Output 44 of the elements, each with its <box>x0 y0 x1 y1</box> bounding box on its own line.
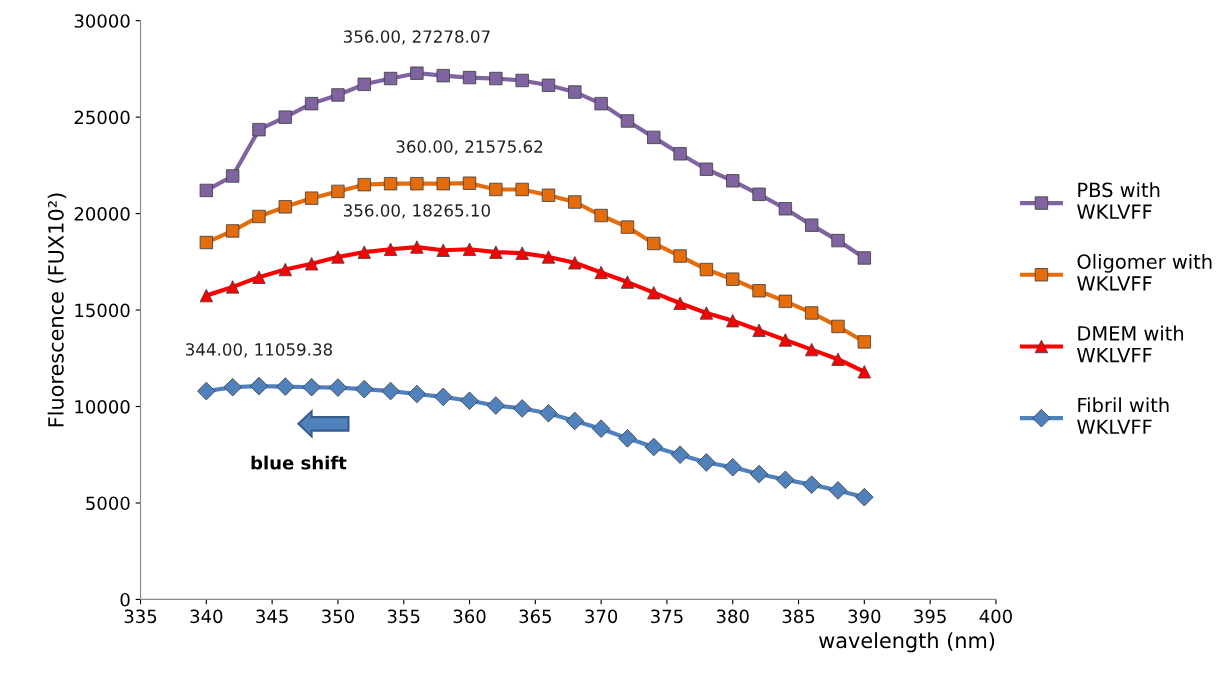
legend-label: Oligomer with WKLVFF <box>1077 253 1212 291</box>
point <box>486 396 506 415</box>
annotation: 360.00, 21575.62 <box>396 140 543 155</box>
point <box>539 404 558 423</box>
x-tick-label: 345 <box>256 609 288 624</box>
y-tick-label: 0 <box>120 592 130 607</box>
point <box>199 235 213 250</box>
x-tick-label: 380 <box>716 609 749 624</box>
y-tick-label: 20000 <box>74 207 130 221</box>
y-tick-label: 10000 <box>75 399 130 414</box>
x-tick-label: 360 <box>453 609 486 624</box>
y-axis-title: Fluorescence (FUX10²) <box>47 193 67 427</box>
x-tick-label: 370 <box>585 609 618 624</box>
x-tick-label: 365 <box>519 609 551 624</box>
x-tick-label: 385 <box>782 609 815 624</box>
point <box>828 481 848 500</box>
annotation: blue shift <box>251 455 347 470</box>
annotation: 356.00, 27278.07 <box>343 30 490 45</box>
x-tick-label: 340 <box>190 609 223 624</box>
legend-label: DMEM with WKLVFF <box>1077 325 1184 363</box>
x-tick-label: 395 <box>914 609 946 624</box>
legend-label: PBS with WKLVFF <box>1077 182 1160 219</box>
y-tick-label: 15000 <box>75 303 130 318</box>
point <box>591 419 611 438</box>
x-tick-label: 375 <box>651 609 683 624</box>
point <box>383 177 398 191</box>
legend-label: Fibril with WKLVFF <box>1077 397 1169 434</box>
x-axis-title: wavelength (nm) <box>819 632 995 653</box>
x-tick-label: 390 <box>848 609 881 624</box>
annotation: 344.00, 11059.38 <box>186 343 333 358</box>
x-tick-label: 350 <box>322 609 354 624</box>
point <box>512 399 532 418</box>
x-tick-label: 400 <box>979 609 1012 624</box>
annotation: 356.00, 18265.10 <box>343 204 490 219</box>
y-tick-label: 30000 <box>74 14 130 28</box>
point <box>328 378 348 397</box>
y-tick-label: 5000 <box>86 496 130 511</box>
y-tick-label: 25000 <box>74 110 130 125</box>
point <box>541 78 556 92</box>
point <box>699 262 714 277</box>
point <box>565 411 585 431</box>
x-tick-label: 355 <box>387 609 420 624</box>
x-tick-label: 335 <box>124 609 157 624</box>
point <box>644 437 664 457</box>
